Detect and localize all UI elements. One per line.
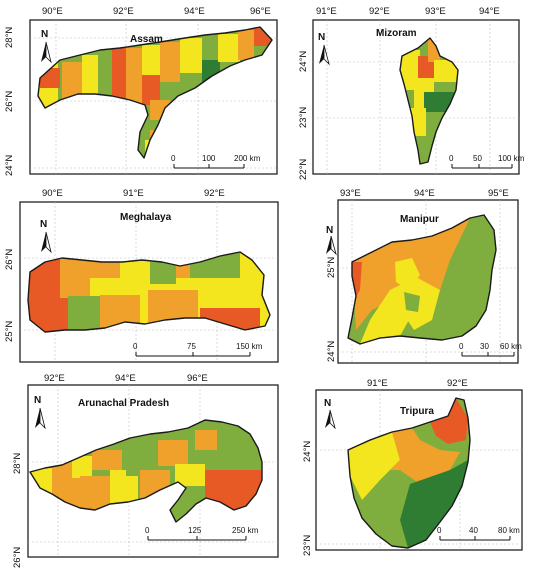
map-panel-arunachal: 92°E 94°E 96°E 28°N 26°N Arunachal Prade… (0, 370, 280, 575)
assam-y-tick: 24°N (4, 155, 15, 176)
svg-text:N: N (34, 395, 41, 406)
arunachal-map-svg: 92°E 94°E 96°E 28°N 26°N Arunachal Prade… (12, 373, 279, 568)
meghalaya-x-tick: 90°E (42, 188, 63, 199)
scale-bar: 0 40 80 km (437, 526, 520, 541)
manipur-y-tick: 25°N (326, 257, 337, 278)
tripura-title: Tripura (400, 406, 434, 417)
meghalaya-y-tick: 26°N (4, 249, 15, 270)
svg-text:N: N (40, 219, 47, 230)
mizoram-map-svg: 91°E 92°E 93°E 94°E 24°N 23°N 22°N Mizor… (298, 6, 525, 180)
assam-x-tick: 96°E (250, 6, 271, 17)
north-arrow: N (318, 32, 330, 66)
map-panel-meghalaya: 90°E 91°E 92°E 26°N 25°N Meghalaya N (0, 180, 280, 370)
manipur-x-tick: 95°E (488, 188, 509, 199)
mizoram-x-tick: 93°E (425, 6, 446, 17)
svg-text:0: 0 (171, 154, 176, 163)
manipur-map-svg: 93°E 94°E 95°E 25°N 24°N Manipur N (326, 188, 522, 364)
north-arrow: N (34, 395, 46, 430)
scale-bar: 0 100 200 km (171, 154, 261, 169)
meghalaya-title: Meghalaya (120, 212, 172, 223)
tripura-x-tick: 92°E (447, 378, 468, 389)
meghalaya-x-tick: 91°E (123, 188, 144, 199)
svg-text:100: 100 (202, 154, 216, 163)
north-arrow: N (324, 398, 336, 430)
mizoram-x-tick: 91°E (316, 6, 337, 17)
mizoram-y-tick: 23°N (298, 107, 309, 128)
map-panel-tripura: 91°E 92°E 24°N 23°N Tripura N (0, 370, 552, 575)
svg-text:150 km: 150 km (236, 342, 263, 351)
svg-text:N: N (41, 29, 48, 40)
svg-text:125: 125 (188, 526, 202, 535)
map-panel-assam: 90°E 92°E 94°E 96°E 28°N 26°N 24°N Assam… (0, 0, 280, 190)
assam-y-tick: 26°N (4, 91, 15, 112)
north-arrow: N (40, 219, 52, 254)
meghalaya-y-tick: 25°N (4, 321, 15, 342)
svg-text:0: 0 (145, 526, 150, 535)
map-panel-mizoram: 91°E 92°E 93°E 94°E 24°N 23°N 22°N Mizor… (0, 0, 552, 190)
north-arrow: N (41, 29, 52, 64)
arunachal-x-tick: 94°E (115, 373, 136, 384)
assam-title: Assam (130, 34, 163, 45)
assam-y-tick: 28°N (4, 27, 15, 48)
svg-text:40: 40 (469, 526, 478, 535)
svg-text:0: 0 (449, 154, 454, 163)
svg-text:100 km: 100 km (498, 154, 525, 163)
svg-text:60 km: 60 km (500, 342, 522, 351)
arunachal-y-tick: 26°N (12, 547, 23, 568)
arunachal-y-tick: 28°N (12, 453, 23, 474)
mizoram-y-tick: 24°N (298, 51, 309, 72)
mizoram-x-tick: 94°E (479, 6, 500, 17)
tripura-y-tick: 23°N (302, 535, 313, 556)
arunachal-x-tick: 96°E (187, 373, 208, 384)
manipur-y-tick: 24°N (326, 341, 337, 362)
tripura-x-tick: 91°E (367, 378, 388, 389)
svg-text:N: N (318, 32, 325, 43)
svg-text:0: 0 (459, 342, 464, 351)
svg-text:80 km: 80 km (498, 526, 520, 535)
scale-bar: 0 50 100 km (449, 154, 525, 169)
tripura-map-svg: 91°E 92°E 24°N 23°N Tripura N (302, 378, 523, 556)
mizoram-title: Mizoram (376, 28, 417, 39)
svg-text:N: N (324, 398, 331, 409)
svg-text:75: 75 (187, 342, 196, 351)
assam-x-tick: 92°E (113, 6, 134, 17)
tripura-y-tick: 24°N (302, 441, 313, 462)
scale-bar: 0 75 150 km (133, 342, 263, 357)
manipur-title: Manipur (400, 214, 439, 225)
assam-x-tick: 94°E (184, 6, 205, 17)
map-panel-manipur: 93°E 94°E 95°E 25°N 24°N Manipur N (0, 180, 552, 370)
mizoram-x-tick: 92°E (369, 6, 390, 17)
assam-map-svg: 90°E 92°E 94°E 96°E 28°N 26°N 24°N Assam… (4, 6, 278, 176)
svg-text:200 km: 200 km (234, 154, 261, 163)
mizoram-y-tick: 22°N (298, 159, 309, 180)
meghalaya-layer: N (27, 219, 271, 357)
meghalaya-x-tick: 92°E (204, 188, 225, 199)
svg-text:50: 50 (473, 154, 482, 163)
manipur-x-tick: 94°E (414, 188, 435, 199)
svg-text:N: N (326, 225, 333, 236)
arunachal-title: Arunachal Pradesh (78, 398, 169, 409)
scale-bar: 0 125 250 km (145, 526, 259, 541)
arunachal-x-tick: 92°E (44, 373, 65, 384)
scale-bar: 0 30 60 km (459, 342, 522, 357)
svg-text:0: 0 (437, 526, 442, 535)
assam-x-tick: 90°E (42, 6, 63, 17)
svg-text:250 km: 250 km (232, 526, 259, 535)
north-arrow: N (326, 225, 337, 256)
meghalaya-districts (28, 252, 270, 332)
svg-text:0: 0 (133, 342, 138, 351)
manipur-x-tick: 93°E (340, 188, 361, 199)
svg-text:30: 30 (480, 342, 489, 351)
